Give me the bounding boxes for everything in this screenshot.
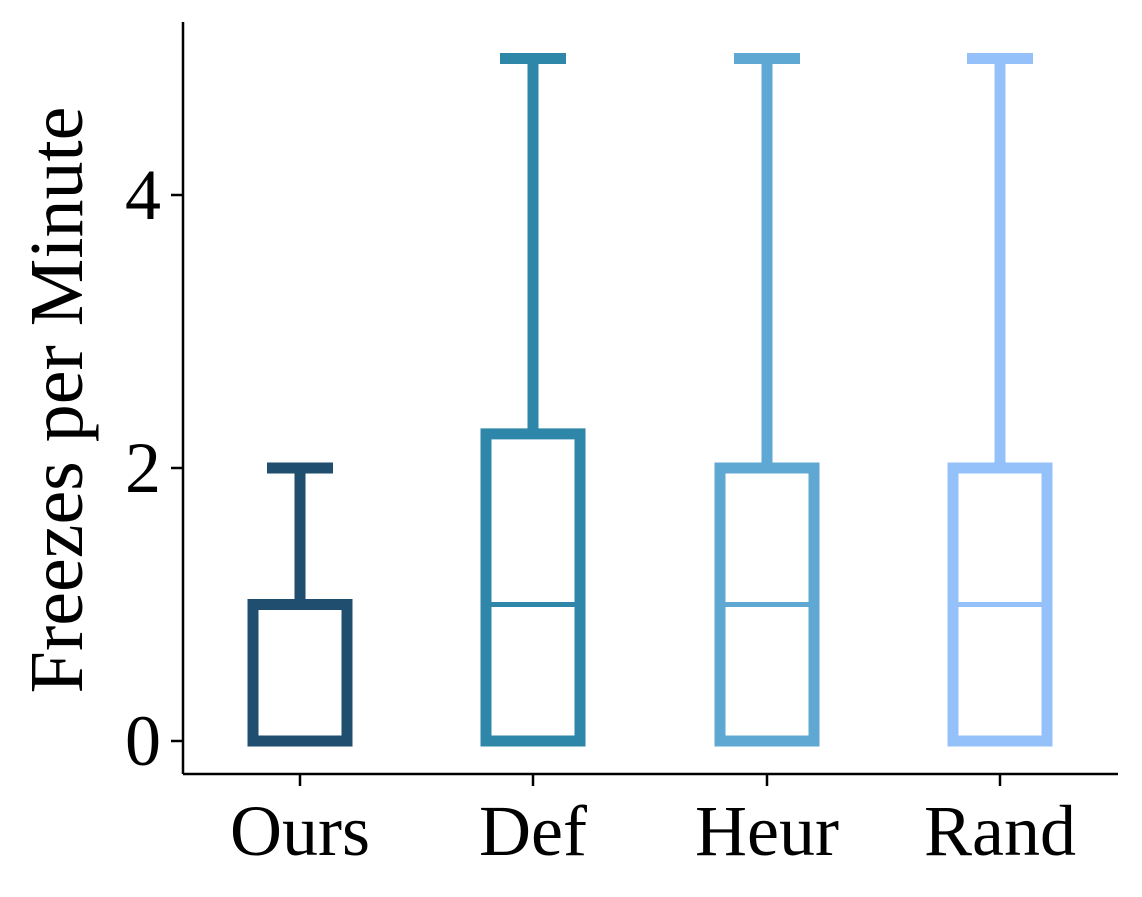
y-tick-label: 4 xyxy=(125,155,161,235)
axes-layer xyxy=(181,22,1118,776)
box-ours xyxy=(247,462,353,747)
y-axis-label: Freezes per Minute xyxy=(15,107,99,694)
box-rect xyxy=(480,428,586,747)
boxes-layer xyxy=(247,53,1053,747)
y-tick-label: 2 xyxy=(125,428,161,508)
box-rand xyxy=(947,53,1053,747)
x-tick-label: Rand xyxy=(924,791,1076,871)
y-tick-label: 0 xyxy=(125,701,161,781)
box-def xyxy=(480,53,586,747)
x-ticks: Ours Def Heur Rand xyxy=(230,774,1076,871)
box-rect xyxy=(247,599,353,747)
x-tick-label: Def xyxy=(479,791,587,871)
x-tick-label: Heur xyxy=(695,791,839,871)
box-heur xyxy=(714,53,820,747)
y-ticks: 0 2 4 xyxy=(125,155,183,781)
x-tick-label: Ours xyxy=(230,791,370,871)
